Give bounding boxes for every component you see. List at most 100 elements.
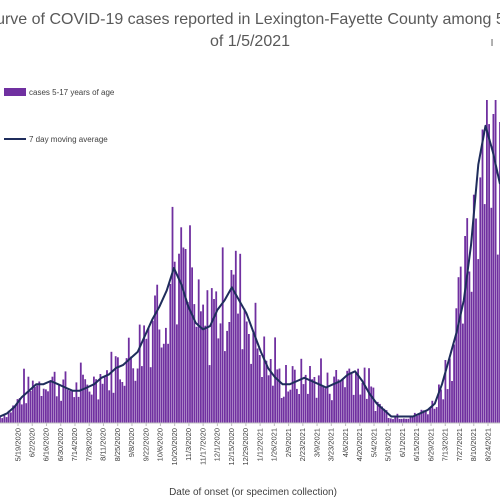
- daily-case-bar: [228, 322, 231, 423]
- daily-case-bar: [459, 266, 462, 423]
- daily-case-bar: [438, 384, 440, 423]
- daily-case-bar: [466, 218, 469, 423]
- daily-case-bar: [389, 418, 392, 423]
- daily-case-bar: [193, 304, 196, 423]
- daily-case-bar: [479, 177, 482, 423]
- daily-case-bar: [132, 368, 135, 423]
- daily-case-bar: [357, 368, 359, 423]
- x-tick-label: 10/20/2020: [170, 428, 179, 466]
- x-tick-label: 7/13/2021: [441, 428, 450, 461]
- daily-case-bar: [424, 411, 427, 423]
- daily-case-bar: [213, 299, 215, 423]
- daily-case-bar: [272, 385, 274, 423]
- daily-case-bar: [167, 343, 169, 423]
- daily-case-bar: [221, 247, 224, 423]
- daily-case-bar: [258, 355, 261, 423]
- x-tick-label: 12/29/2020: [241, 428, 250, 466]
- daily-case-bar: [422, 410, 425, 423]
- daily-case-bar: [219, 323, 222, 423]
- daily-case-bar: [51, 376, 54, 423]
- legend-bar-label: cases 5-17 years of age: [29, 88, 115, 97]
- daily-case-bar: [337, 379, 340, 423]
- daily-case-bar: [254, 302, 257, 423]
- daily-case-bar: [147, 327, 150, 423]
- daily-case-bar: [361, 382, 364, 423]
- daily-case-bar: [55, 396, 58, 423]
- daily-case-bar: [14, 405, 17, 423]
- daily-case-bar: [472, 194, 475, 423]
- x-tick-label: 8/11/2020: [99, 428, 108, 461]
- daily-case-bar: [333, 376, 335, 423]
- daily-case-bar: [82, 374, 84, 423]
- x-tick-label: 6/2/2020: [27, 428, 36, 457]
- daily-case-bar: [252, 333, 255, 423]
- daily-case-bar: [241, 349, 244, 423]
- x-tick-label: 6/15/2021: [412, 428, 421, 461]
- daily-case-bar: [34, 386, 36, 423]
- daily-case-bar: [123, 385, 126, 423]
- daily-case-bar: [97, 399, 100, 423]
- daily-case-bar: [101, 383, 104, 423]
- daily-case-bar: [45, 389, 47, 423]
- daily-case-bar: [176, 324, 178, 423]
- daily-case-bar: [73, 397, 76, 423]
- daily-case-bar: [47, 391, 49, 423]
- daily-case-bar: [117, 357, 119, 423]
- daily-case-bar: [287, 391, 290, 423]
- daily-case-bar: [282, 396, 285, 423]
- x-tick-label: 8/10/2021: [469, 428, 478, 461]
- daily-case-bar: [440, 389, 442, 423]
- legend-line-label: 7 day moving average: [29, 135, 108, 144]
- daily-case-bar: [226, 330, 228, 423]
- daily-case-bar: [136, 368, 139, 423]
- daily-case-bar: [66, 389, 69, 423]
- x-tick-label: 7/27/2021: [455, 428, 464, 461]
- x-tick-label: 6/1/2021: [398, 428, 407, 457]
- daily-case-bar: [149, 367, 152, 423]
- daily-case-bar: [302, 384, 305, 423]
- daily-case-bar: [58, 385, 60, 423]
- daily-case-bar: [392, 419, 394, 423]
- daily-case-bar: [93, 376, 95, 423]
- daily-case-bar: [206, 290, 209, 423]
- daily-case-bar: [492, 114, 495, 423]
- daily-case-bar: [496, 254, 499, 423]
- daily-case-bar: [10, 412, 12, 423]
- daily-case-bar: [248, 334, 250, 423]
- x-tick-label: 11/3/2020: [184, 428, 193, 461]
- daily-case-bar: [99, 374, 102, 423]
- daily-case-bar: [352, 394, 355, 423]
- daily-case-bar: [261, 377, 263, 423]
- daily-case-bar: [324, 388, 327, 423]
- daily-case-bar: [296, 388, 298, 423]
- daily-case-bar: [3, 414, 6, 423]
- daily-case-bar: [339, 381, 342, 423]
- daily-case-bar: [110, 351, 113, 423]
- daily-case-bar: [243, 308, 246, 423]
- daily-case-bar: [322, 387, 324, 423]
- daily-case-bar: [451, 381, 453, 423]
- daily-case-bar: [5, 417, 8, 423]
- daily-case-bar: [376, 401, 379, 423]
- daily-case-bar: [200, 311, 202, 423]
- daily-case-bar: [0, 416, 1, 423]
- daily-case-bar: [457, 277, 460, 423]
- x-tick-label: 12/15/2020: [227, 428, 236, 466]
- x-tick-label: 7/28/2020: [84, 428, 93, 461]
- daily-case-bar: [186, 302, 189, 423]
- daily-case-bar: [490, 207, 493, 423]
- daily-case-bar: [427, 414, 429, 423]
- x-tick-label: 4/20/2021: [355, 428, 364, 461]
- daily-case-bar: [29, 391, 32, 423]
- daily-case-bar: [215, 291, 218, 423]
- legend: cases 5-17 years of age 7 day moving ave…: [4, 88, 115, 144]
- daily-case-bar: [239, 253, 242, 423]
- daily-case-bar: [486, 100, 488, 423]
- daily-case-bar: [31, 380, 34, 423]
- daily-case-bar: [224, 351, 226, 423]
- x-tick-label: 1/12/2021: [255, 428, 264, 461]
- daily-case-bar: [477, 259, 480, 423]
- daily-case-bar: [464, 236, 466, 423]
- daily-case-bar: [383, 408, 386, 423]
- daily-case-bar: [267, 375, 270, 423]
